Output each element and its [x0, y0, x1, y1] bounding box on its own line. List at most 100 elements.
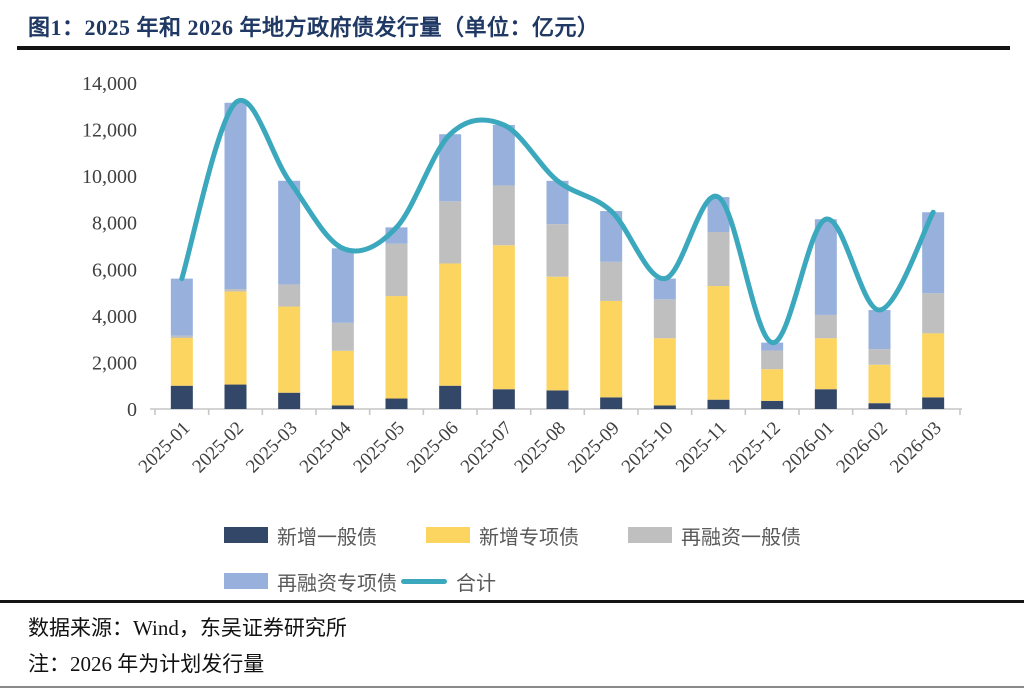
bar-segment: [600, 211, 623, 262]
bar-segment: [170, 385, 193, 409]
x-tick-label: 2025-06: [403, 418, 463, 478]
x-tick-label: 2025-12: [725, 418, 785, 478]
bar-segment: [814, 338, 837, 390]
bar-segment: [278, 284, 301, 307]
chart-title: 图1：2025 年和 2026 年地方政府债发行量（单位：亿元）: [28, 15, 600, 40]
bar-segment: [546, 390, 569, 409]
bar-segment: [492, 389, 515, 409]
yellow-swatch-icon: [426, 527, 470, 543]
bar-segment: [385, 296, 408, 399]
y-tick-label: 2,000: [92, 352, 137, 374]
bar-segment: [707, 286, 730, 400]
bar-segment: [707, 399, 730, 409]
bar-segment: [278, 306, 301, 393]
bar-segment: [761, 342, 784, 351]
x-tick-label: 2026-03: [886, 418, 946, 478]
bar-segment: [439, 263, 462, 386]
bar-segment: [922, 397, 945, 409]
x-tick-label: 2025-11: [672, 418, 731, 477]
stacked-bar-line-chart: 0 2,000 4,000 6,000 8,000 10,000 12,000 14,000 2…: [82, 73, 962, 478]
x-tick-label: 2025-10: [618, 418, 678, 478]
y-tick-label: 8,000: [92, 213, 137, 235]
blue-swatch-icon: [224, 573, 268, 589]
x-tick-label: 2026-01: [779, 418, 839, 478]
bar-segment: [868, 364, 891, 404]
bar-segment: [546, 224, 569, 277]
y-tick-label: 12,000: [82, 120, 137, 142]
legend-item-new-general: 新增一般债: [224, 521, 426, 550]
bar-segment: [922, 293, 945, 334]
x-tick-label: 2025-07: [457, 418, 517, 478]
legend-label: 新增专项债: [479, 526, 579, 549]
legend-label: 再融资一般债: [681, 526, 801, 549]
bar-segment: [814, 389, 837, 409]
bar-segment: [439, 385, 462, 409]
bar-segment: [653, 405, 676, 409]
x-tick-label: 2025-05: [349, 418, 409, 478]
x-tick-label: 2025-02: [188, 418, 248, 478]
navy-swatch-icon: [224, 527, 268, 543]
total-line-icon: [401, 578, 447, 584]
x-tick-label: 2025-08: [510, 418, 570, 478]
bar-segment: [331, 350, 354, 406]
bar-segment: [224, 289, 247, 292]
bar-segment: [331, 405, 354, 409]
bar-segment: [224, 291, 247, 385]
bar-segment: [170, 335, 193, 338]
x-tick-label: 2026-02: [832, 418, 892, 478]
legend-item-refi-special: 再融资专项债: [224, 567, 397, 596]
legend-item-new-special: 新增专项债: [426, 521, 628, 550]
gray-swatch-icon: [628, 527, 672, 543]
legend-item-total: 合计: [401, 567, 496, 596]
bar-segment: [492, 185, 515, 246]
y-tick-label: 6,000: [92, 259, 137, 281]
title-divider: [17, 46, 1010, 50]
footer-note-text: 注：2026 年为计划发行量: [28, 652, 265, 676]
bar-segment: [278, 392, 301, 409]
bar-segment: [600, 300, 623, 398]
bar-segment: [814, 314, 837, 339]
data-source-text: 数据来源：Wind，东吴证券研究所: [28, 616, 347, 640]
y-tick-label: 4,000: [92, 306, 137, 328]
bar-segment: [331, 322, 354, 351]
y-tick-label: 14,000: [82, 73, 137, 95]
bar-segment: [922, 212, 945, 294]
bar-segment: [546, 180, 569, 225]
bar-segment: [439, 201, 462, 264]
footer-divider: [0, 600, 1024, 603]
x-tick-label: 2025-03: [242, 418, 302, 478]
bar-segment: [761, 369, 784, 401]
legend-row-1: 新增一般债 新增专项债 再融资一般债: [224, 512, 904, 558]
bar-segment: [439, 134, 462, 202]
bar-segment: [170, 337, 193, 386]
legend-label: 合计: [456, 572, 496, 595]
bar-segment: [385, 398, 408, 409]
bar-segment: [331, 248, 354, 323]
bar-segment: [600, 397, 623, 409]
bar-segment: [600, 261, 623, 301]
bar-segment: [868, 310, 891, 350]
bar-segment: [492, 245, 515, 390]
total-line: [179, 97, 936, 346]
y-tick-label: 0: [127, 399, 137, 421]
bar-segment: [385, 243, 408, 297]
bar-segment: [761, 400, 784, 409]
y-tick-label: 10,000: [82, 166, 137, 188]
bar-segment: [224, 384, 247, 409]
bar-segment: [492, 124, 515, 186]
x-tick-label: 2025-09: [564, 418, 624, 478]
x-tick-label: 2025-01: [135, 418, 195, 478]
bar-segment: [278, 180, 301, 285]
bar-segment: [922, 333, 945, 398]
bar-segment: [170, 278, 193, 336]
bar-segment: [868, 349, 891, 365]
chart-legend: 新增一般债 新增专项债 再融资一般债 再融资专项债 合计: [224, 512, 904, 604]
x-tick-label: 2025-04: [296, 417, 356, 477]
bar-segment: [224, 102, 247, 290]
legend-row-2: 再融资专项债 合计: [224, 558, 904, 604]
bar-segment: [868, 403, 891, 409]
bar-segment: [653, 299, 676, 339]
chart-area: 0 2,000 4,000 6,000 8,000 10,000 12,000 14,000 2…: [0, 50, 1024, 510]
bar-segment: [653, 278, 676, 300]
bar-segment: [761, 350, 784, 370]
